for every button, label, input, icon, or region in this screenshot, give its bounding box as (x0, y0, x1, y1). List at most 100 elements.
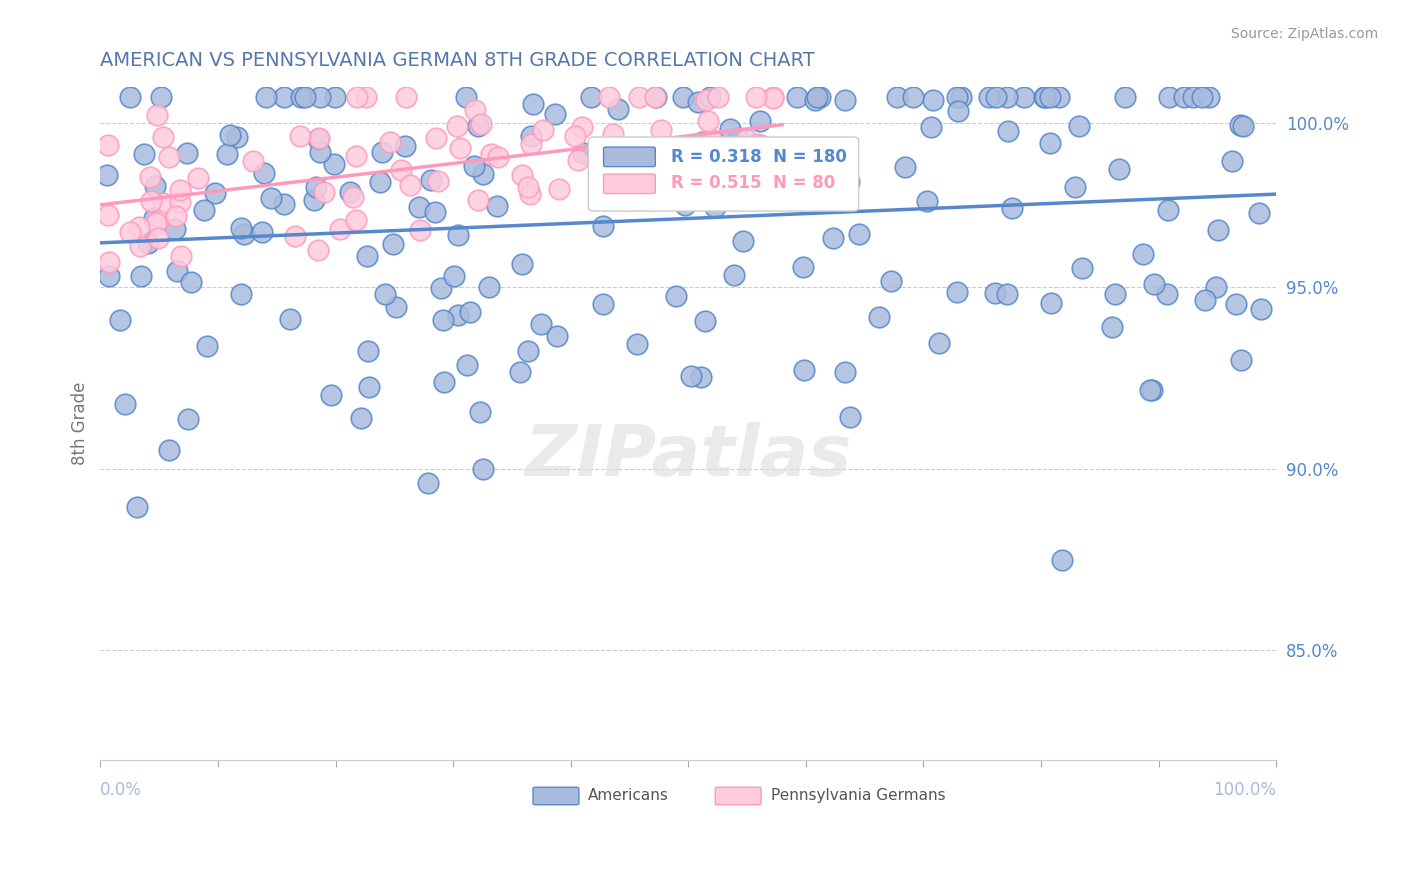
Point (718, 122, 741, 136)
Point (823, 231, 845, 245)
Point (143, 179, 166, 194)
Point (995, 287, 1018, 301)
Point (1157, 203, 1180, 218)
Point (346, 90, 368, 104)
Point (344, 213, 367, 227)
Point (284, 229, 307, 244)
Point (509, 365, 531, 379)
Point (467, 194, 489, 208)
Point (1250, 301, 1272, 316)
Point (1132, 246, 1154, 260)
Point (139, 170, 162, 185)
Point (1012, 90, 1035, 104)
Point (894, 160, 917, 174)
Point (572, 146, 595, 161)
Point (323, 157, 346, 171)
Point (1139, 384, 1161, 398)
Point (308, 131, 330, 145)
Point (319, 388, 342, 402)
Point (385, 300, 408, 314)
Point (921, 93, 943, 107)
FancyBboxPatch shape (603, 147, 655, 167)
FancyBboxPatch shape (603, 174, 655, 194)
Point (139, 194, 162, 208)
Point (693, 314, 716, 328)
Point (432, 312, 454, 326)
Y-axis label: 8th Grade: 8th Grade (72, 382, 89, 465)
Point (751, 138, 773, 153)
Point (522, 96, 544, 111)
Point (1143, 277, 1166, 291)
Point (1033, 90, 1056, 104)
Text: Pennsylvania Germans: Pennsylvania Germans (770, 789, 945, 804)
Point (997, 124, 1019, 138)
Point (619, 153, 641, 168)
Point (879, 274, 901, 288)
Point (399, 178, 422, 192)
Point (673, 198, 696, 212)
Point (682, 142, 704, 156)
Point (762, 91, 785, 105)
Point (516, 343, 538, 358)
Point (409, 223, 432, 237)
Point (751, 139, 773, 153)
Point (681, 369, 703, 384)
Point (735, 132, 758, 146)
Point (699, 90, 721, 104)
Point (749, 114, 772, 128)
Point (165, 209, 187, 223)
Point (359, 380, 381, 394)
Point (231, 286, 253, 301)
Point (1173, 90, 1195, 104)
Point (626, 337, 648, 351)
Point (598, 172, 620, 186)
Point (329, 222, 352, 236)
Point (793, 362, 815, 376)
Point (471, 167, 494, 181)
Point (120, 90, 142, 104)
Point (1206, 223, 1229, 237)
Point (1101, 320, 1123, 334)
Point (486, 199, 509, 213)
Point (544, 107, 567, 121)
Point (323, 90, 346, 104)
Point (886, 90, 908, 104)
Point (127, 500, 149, 514)
Point (1050, 552, 1073, 566)
Point (1156, 287, 1178, 301)
Point (430, 281, 453, 295)
Point (176, 146, 198, 161)
Point (308, 90, 330, 104)
Point (598, 90, 620, 104)
Point (456, 359, 478, 373)
Point (470, 117, 492, 131)
Point (443, 268, 465, 283)
Point (302, 193, 325, 207)
Point (273, 197, 295, 211)
Point (688, 95, 710, 109)
Point (1039, 296, 1062, 310)
Point (195, 339, 218, 353)
Point (984, 90, 1007, 104)
Point (129, 268, 152, 283)
Point (152, 196, 174, 211)
Point (128, 219, 150, 234)
Point (737, 165, 759, 179)
Point (928, 336, 950, 351)
Point (486, 150, 509, 164)
Point (984, 285, 1007, 300)
Point (669, 179, 692, 194)
Point (308, 145, 330, 160)
Text: 100.0%: 100.0% (1213, 781, 1277, 799)
Point (254, 90, 277, 104)
Point (665, 289, 688, 303)
Point (650, 122, 672, 136)
Point (97, 208, 120, 222)
Text: R = 0.515  N = 80: R = 0.515 N = 80 (671, 175, 835, 193)
Point (1067, 120, 1090, 134)
Point (339, 185, 361, 199)
Point (700, 132, 723, 146)
Point (391, 162, 413, 177)
Point (232, 227, 254, 242)
Text: R = 0.318  N = 180: R = 0.318 N = 180 (671, 147, 846, 166)
